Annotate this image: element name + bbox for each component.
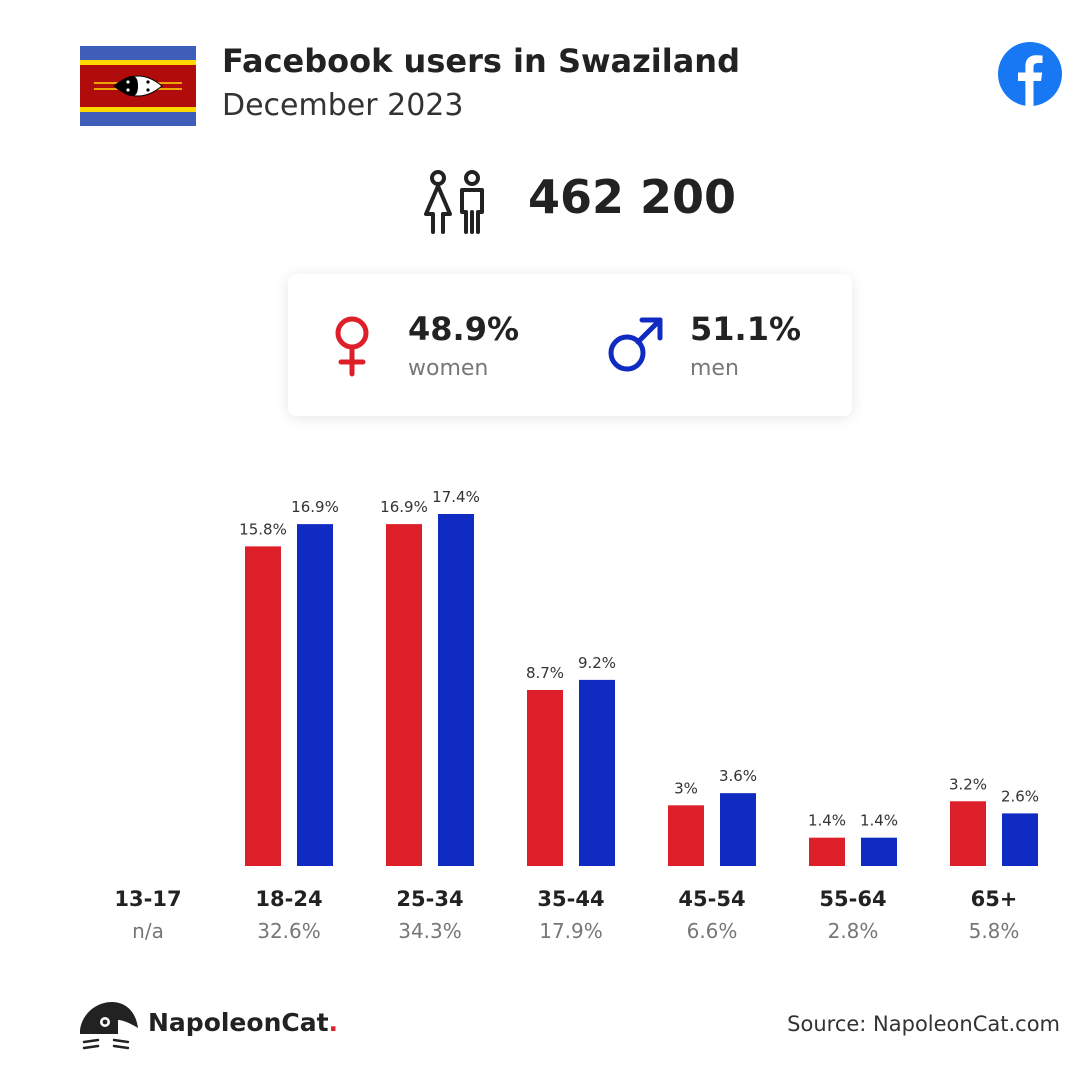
bar-men bbox=[579, 679, 615, 866]
category-label: 18-24 bbox=[255, 887, 322, 911]
bar-value-label: 17.4% bbox=[432, 488, 480, 506]
chart-subtitle: December 2023 bbox=[222, 88, 464, 123]
source-credit: Source: NapoleonCat.com bbox=[787, 1012, 1060, 1036]
women-percent: 48.9% bbox=[408, 310, 520, 348]
bar-value-label: 3% bbox=[674, 779, 698, 797]
category-label: 13-17 bbox=[114, 887, 181, 911]
category-total: 2.8% bbox=[828, 919, 879, 943]
bar-men bbox=[438, 514, 474, 866]
category-label: 35-44 bbox=[537, 887, 604, 911]
gender-breakdown-card: 48.9% women 51.1% men bbox=[288, 274, 852, 416]
men-percent: 51.1% bbox=[690, 310, 802, 348]
bar-women bbox=[809, 837, 845, 866]
category-label: 25-34 bbox=[396, 887, 463, 911]
bar-value-label: 3.6% bbox=[719, 767, 757, 785]
bar-value-label: 3.2% bbox=[949, 775, 987, 793]
bar-value-label: 1.4% bbox=[808, 812, 846, 830]
female-symbol-icon bbox=[335, 316, 369, 377]
flag-eswatini-icon bbox=[80, 46, 196, 126]
bar-men bbox=[297, 524, 333, 866]
category-label: 65+ bbox=[971, 887, 1018, 911]
bar-value-label: 8.7% bbox=[526, 664, 564, 682]
brand-name-text: NapoleonCat bbox=[148, 1008, 329, 1037]
bar-women bbox=[668, 805, 704, 866]
bar-men bbox=[1002, 813, 1038, 866]
bar-value-label: 16.9% bbox=[380, 498, 428, 516]
bar-men bbox=[861, 837, 897, 866]
bar-women bbox=[527, 690, 563, 866]
bar-value-label: 15.8% bbox=[239, 520, 287, 538]
category-total: 5.8% bbox=[969, 919, 1020, 943]
women-label: women bbox=[408, 356, 489, 381]
napoleoncat-logo-icon bbox=[80, 1002, 138, 1050]
men-label: men bbox=[690, 356, 739, 381]
category-total: 34.3% bbox=[398, 919, 462, 943]
brand-name: NapoleonCat. bbox=[148, 1008, 338, 1037]
category-total: 6.6% bbox=[687, 919, 738, 943]
bar-women bbox=[950, 801, 986, 866]
category-label: 55-64 bbox=[819, 887, 886, 911]
bar-value-label: 9.2% bbox=[578, 654, 616, 672]
category-total: n/a bbox=[132, 919, 164, 943]
chart-title: Facebook users in Swaziland bbox=[222, 42, 740, 80]
bar-value-label: 16.9% bbox=[291, 498, 339, 516]
brand-dot: . bbox=[328, 1008, 339, 1037]
bar-value-label: 1.4% bbox=[860, 812, 898, 830]
male-symbol-icon bbox=[608, 317, 663, 372]
category-total: 17.9% bbox=[539, 919, 603, 943]
total-users-value: 462 200 bbox=[528, 170, 737, 224]
bar-women bbox=[245, 546, 281, 866]
users-icon bbox=[424, 170, 484, 234]
facebook-icon bbox=[998, 42, 1062, 106]
bar-men bbox=[720, 793, 756, 866]
category-label: 45-54 bbox=[678, 887, 745, 911]
category-total: 32.6% bbox=[257, 919, 321, 943]
bar-value-label: 2.6% bbox=[1001, 787, 1039, 805]
bar-women bbox=[386, 524, 422, 866]
